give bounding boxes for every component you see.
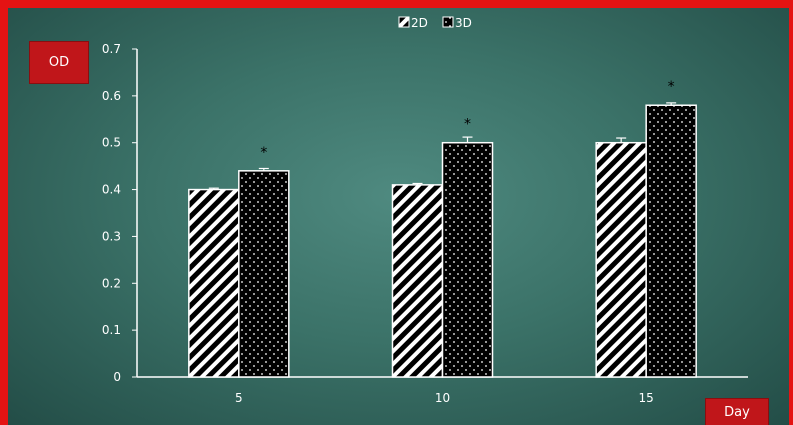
bar-3d-15 xyxy=(645,104,697,378)
x-tick-label: 5 xyxy=(235,391,243,405)
y-tick-label: 0.7 xyxy=(102,42,121,56)
significance-mark: * xyxy=(260,145,267,161)
bars: * * * xyxy=(188,79,697,378)
y-tick-label: 0.1 xyxy=(102,323,121,337)
bar-3d-10 xyxy=(441,141,494,378)
y-tick-label: 0.2 xyxy=(102,276,121,290)
legend-label-2d: 2D xyxy=(411,16,428,30)
x-tick-label: 15 xyxy=(639,391,654,405)
y-tick-label: 0.3 xyxy=(102,229,121,243)
bar-3d-5 xyxy=(238,170,290,378)
significance-mark: * xyxy=(668,79,675,95)
y-tick-label: 0 xyxy=(113,370,121,384)
legend-swatch-3d xyxy=(442,16,454,28)
legend-label-3d: 3D xyxy=(455,16,472,30)
bar-2d-10 xyxy=(391,184,444,378)
y-tick-label: 0.6 xyxy=(102,89,121,103)
legend-swatch-2d xyxy=(398,16,410,28)
bar-2d-5 xyxy=(188,188,240,378)
x-tick-label: 10 xyxy=(435,391,450,405)
y-axis-label: OD xyxy=(29,41,89,84)
significance-mark: * xyxy=(464,117,471,133)
bar-chart: 0 0.1 0.2 0.3 0.4 0.5 0.6 0.7 5 10 15 * * * 2D 3D xyxy=(102,16,748,405)
x-axis-label: Day xyxy=(705,398,769,425)
legend: 2D 3D xyxy=(398,16,472,30)
y-tick-label: 0.4 xyxy=(102,183,121,197)
y-tick-label: 0.5 xyxy=(102,136,121,150)
bar-2d-15 xyxy=(595,141,647,378)
